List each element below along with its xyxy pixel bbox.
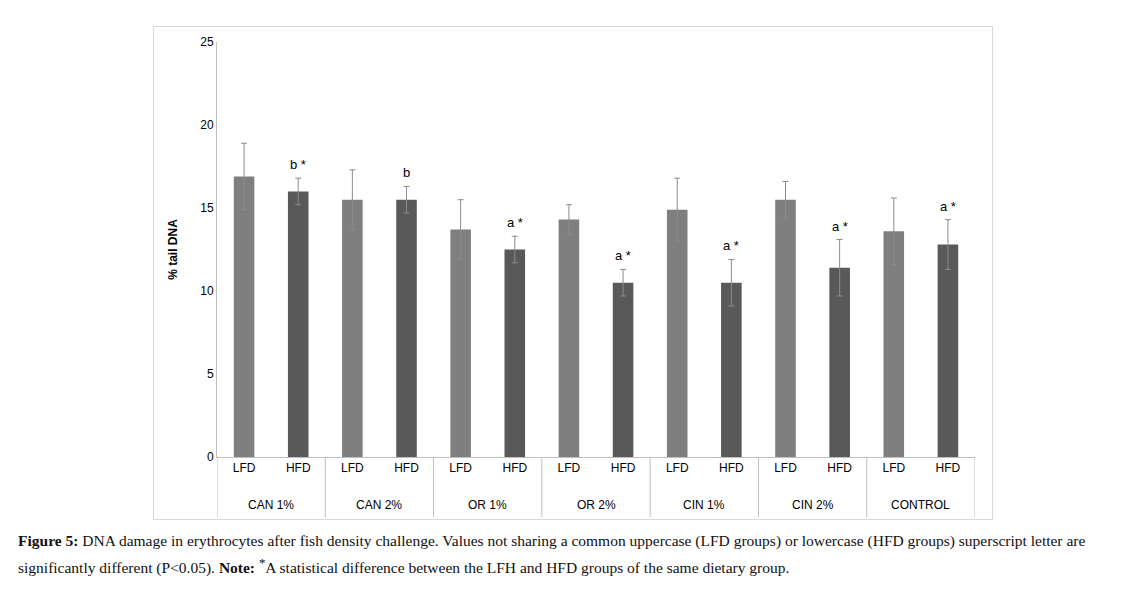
svg-text:OR 2%: OR 2% — [577, 498, 616, 512]
svg-text:CONTROL: CONTROL — [891, 498, 950, 512]
svg-text:HFD: HFD — [394, 461, 419, 475]
svg-text:LFD: LFD — [233, 461, 256, 475]
svg-text:20: 20 — [200, 118, 214, 132]
svg-text:LFD: LFD — [882, 461, 905, 475]
svg-text:a *: a * — [723, 238, 739, 253]
html-text:Figure 5: DNA damage in erythr: Figure 5: DNA damage in erythrocytes aft… — [18, 532, 1086, 577]
svg-text:OR 1%: OR 1% — [468, 498, 507, 512]
svg-text:25: 25 — [200, 35, 214, 49]
svg-text:a *: a * — [507, 215, 523, 230]
svg-text:a *: a * — [615, 248, 631, 263]
svg-text:HFD: HFD — [611, 461, 636, 475]
svg-text:HFD: HFD — [719, 461, 744, 475]
svg-text:a *: a * — [832, 219, 848, 234]
svg-text:b *: b * — [290, 157, 306, 172]
svg-text:LFD: LFD — [774, 461, 797, 475]
svg-text:HFD: HFD — [502, 461, 527, 475]
svg-text:10: 10 — [200, 284, 214, 298]
svg-text:LFD: LFD — [666, 461, 689, 475]
svg-text:15: 15 — [200, 201, 214, 215]
svg-text:LFD: LFD — [558, 461, 581, 475]
svg-text:CIN 1%: CIN 1% — [683, 498, 725, 512]
svg-text:% tail DNA: % tail DNA — [166, 219, 180, 280]
svg-text:LFD: LFD — [449, 461, 472, 475]
svg-text:b: b — [403, 165, 410, 180]
svg-text:CAN 2%: CAN 2% — [356, 498, 402, 512]
svg-text:CAN 1%: CAN 1% — [248, 498, 294, 512]
svg-text:a *: a * — [940, 199, 956, 214]
svg-text:0: 0 — [207, 450, 214, 464]
svg-text:HFD: HFD — [936, 461, 961, 475]
svg-text:LFD: LFD — [341, 461, 364, 475]
svg-text:HFD: HFD — [827, 461, 852, 475]
svg-text:HFD: HFD — [286, 461, 311, 475]
svg-text:5: 5 — [207, 367, 214, 381]
svg-text:CIN 2%: CIN 2% — [792, 498, 834, 512]
